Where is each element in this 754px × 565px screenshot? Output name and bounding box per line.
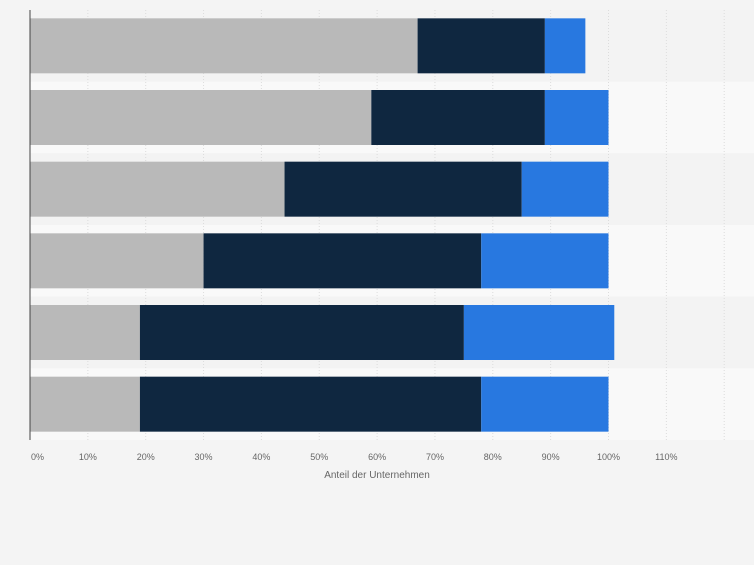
- bar-segment: [30, 233, 204, 289]
- bar-segment: [139, 376, 482, 432]
- x-tick-label: 70%: [426, 452, 444, 462]
- bar-segment: [139, 305, 464, 360]
- bar-segment: [30, 90, 372, 145]
- bar-segment: [481, 376, 609, 432]
- x-tick-label: 30%: [195, 452, 213, 462]
- bar-segment: [203, 233, 482, 289]
- x-tick-label: 50%: [310, 452, 328, 462]
- bar-segment: [30, 376, 140, 432]
- bar-segment: [30, 18, 418, 74]
- x-tick-label: 0%: [31, 452, 44, 462]
- x-axis-title: Anteil der Unternehmen: [324, 470, 430, 481]
- x-tick-label: 20%: [137, 452, 155, 462]
- bar-segment: [417, 18, 545, 74]
- bar-segment: [544, 18, 586, 74]
- bar-segment: [30, 161, 285, 217]
- x-tick-label: 110%: [655, 452, 677, 462]
- bars: [30, 18, 615, 432]
- bar-segment: [463, 305, 615, 360]
- bar-segment: [544, 90, 609, 145]
- x-tick-label: 80%: [484, 452, 502, 462]
- x-tick-label: 40%: [252, 452, 270, 462]
- x-tick-label: 60%: [368, 452, 386, 462]
- x-axis-ticks: 0% 10% 20% 30% 40% 50% 60% 70% 80% 90% 100% 110%: [31, 452, 678, 462]
- x-tick-label: 10%: [79, 452, 97, 462]
- bar-segment: [284, 161, 522, 217]
- bar-segment: [481, 233, 609, 289]
- bar-segment: [371, 90, 545, 145]
- x-tick-label: 100%: [597, 452, 620, 462]
- x-tick-label: 90%: [542, 452, 560, 462]
- bar-segment: [30, 305, 140, 360]
- bar-segment: [521, 161, 609, 217]
- row-bands: [30, 10, 754, 440]
